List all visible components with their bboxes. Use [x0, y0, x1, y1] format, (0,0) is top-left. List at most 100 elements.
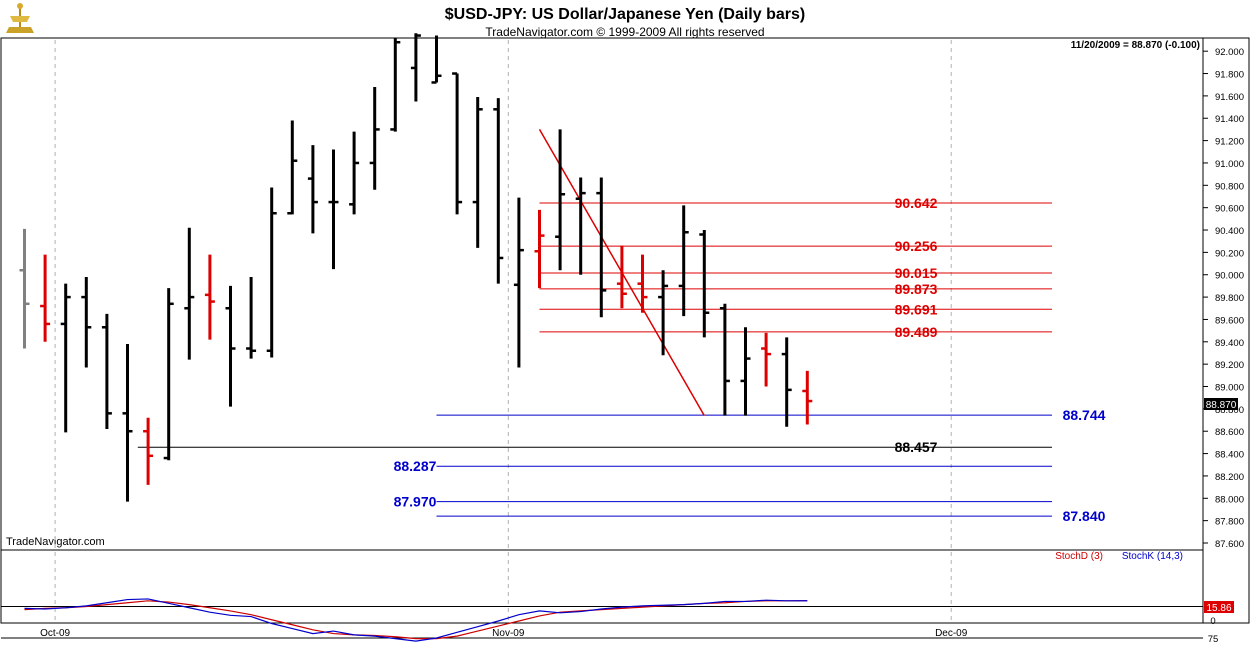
legend-stoch-d: StochD (3) [1055, 551, 1103, 562]
ohlc-bar [596, 177, 607, 318]
ohlc-bar [122, 344, 133, 502]
level-label: 88.457 [895, 439, 938, 455]
ohlc-bar [287, 120, 298, 215]
price-tick-label: 88.800 [1215, 405, 1244, 416]
level-label: 89.873 [895, 281, 938, 297]
price-tick-label: 92.000 [1215, 47, 1244, 58]
trade-navigator-compass-icon [6, 3, 34, 33]
price-tick-label: 89.600 [1215, 315, 1244, 326]
level-label: 88.287 [394, 458, 437, 474]
grid-lines [54, 40, 952, 622]
ohlc-bar [699, 230, 710, 338]
ohlc-bar [410, 33, 421, 102]
price-tick-label: 88.400 [1215, 450, 1244, 461]
ohlc-bar [143, 417, 154, 485]
level-label: 90.015 [895, 265, 938, 281]
ohlc-bar [740, 327, 751, 416]
price-tick-label: 91.400 [1215, 114, 1244, 125]
price-tick-label: 91.800 [1215, 70, 1244, 81]
ohlc-bar [40, 254, 51, 342]
ohlc-bar [761, 332, 772, 387]
level-label: 87.970 [394, 494, 437, 510]
price-tick-label: 90.000 [1215, 271, 1244, 282]
ohlc-bar [225, 285, 236, 407]
stochastic-lines [1, 598, 1203, 642]
ohlc-bar [493, 98, 504, 284]
level-label: 89.691 [895, 301, 938, 317]
ohlc-bar [204, 254, 215, 340]
stoch-last-marker: 15.86 [1204, 601, 1234, 614]
price-tick-label: 89.400 [1215, 338, 1244, 349]
level-label: 89.489 [895, 324, 938, 340]
level-label: 88.744 [1063, 407, 1106, 423]
ohlc-bar [163, 288, 174, 461]
watermark-text: TradeNavigator.com [6, 536, 105, 548]
level-label: 90.256 [895, 238, 938, 254]
level-label: 87.840 [1063, 508, 1106, 524]
price-tick-label: 87.800 [1215, 517, 1244, 528]
stoch-last-label: 15.86 [1206, 603, 1231, 614]
date-tick-label: Oct-09 [40, 628, 70, 639]
price-tick-label: 88.600 [1215, 427, 1244, 438]
ohlc-bar [719, 303, 730, 416]
date-axis-ticks: Oct-09 Nov-09 Dec-09 [40, 628, 968, 639]
ohlc-bar [616, 245, 627, 309]
stoch-panel-frame [0, 549, 1204, 624]
price-tick-label: 90.200 [1215, 248, 1244, 259]
date-tick-label: Dec-09 [935, 628, 968, 639]
ohlc-bar [101, 313, 112, 429]
price-tick-label: 91.600 [1215, 92, 1244, 103]
chart-title: $USD-JPY: US Dollar/Japanese Yen (Daily … [445, 6, 805, 23]
last-price-label: 88.870 [1206, 400, 1237, 411]
date-tick-label: Nov-09 [492, 628, 525, 639]
price-tick-label: 87.600 [1215, 539, 1244, 550]
copyright-subtitle: TradeNavigator.com © 1999-2009 All right… [485, 25, 764, 39]
last-update-info: 11/20/2009 = 88.870 (-0.100) [1071, 40, 1200, 51]
ohlc-bar [81, 276, 92, 368]
ohlc-bar [184, 227, 195, 360]
ohlc-bar [637, 254, 648, 313]
level-label: 90.642 [895, 195, 938, 211]
ohlc-bar [431, 35, 442, 84]
price-axis [1202, 37, 1250, 624]
price-bars [19, 33, 813, 502]
legend-stoch-k: StochK (14,3) [1122, 551, 1183, 562]
price-axis-ticks: 92.000 91.800 91.600 91.400 91.200 91.000 90.8… [1203, 47, 1244, 550]
ohlc-bar [390, 37, 401, 132]
stoch-tick-label: 75 [1208, 634, 1219, 643]
price-tick-label: 90.400 [1215, 226, 1244, 237]
price-tick-label: 91.200 [1215, 137, 1244, 148]
price-tick-label: 90.600 [1215, 204, 1244, 215]
price-tick-label: 88.000 [1215, 494, 1244, 505]
ohlc-bar [555, 129, 566, 271]
ohlc-bar [369, 86, 380, 190]
ohlc-bar [658, 270, 669, 356]
stoch-tick-label: 0 [1210, 616, 1215, 627]
ohlc-bar [307, 145, 318, 234]
ohlc-bar [781, 337, 792, 427]
ohlc-bar [266, 187, 277, 358]
ohlc-bar [19, 228, 30, 349]
ohlc-bar [472, 97, 483, 248]
price-tick-label: 89.200 [1215, 360, 1244, 371]
price-tick-label: 90.800 [1215, 181, 1244, 192]
ohlc-bar [575, 177, 586, 275]
ohlc-bar [246, 276, 257, 359]
ohlc-bar [534, 209, 545, 289]
ohlc-bar [328, 149, 339, 270]
stoch-series-line [24, 598, 808, 642]
ohlc-bar [349, 131, 360, 215]
ohlc-bar [452, 72, 463, 215]
price-tick-label: 88.200 [1215, 472, 1244, 483]
last-price-marker: 88.870 [1204, 398, 1238, 411]
price-tick-label: 89.000 [1215, 383, 1244, 394]
price-tick-label: 91.000 [1215, 159, 1244, 170]
ohlc-bar [513, 197, 524, 368]
ohlc-bar [678, 205, 689, 317]
price-tick-label: 89.800 [1215, 293, 1244, 304]
ohlc-bar [60, 283, 71, 433]
ohlc-bar [802, 370, 813, 425]
